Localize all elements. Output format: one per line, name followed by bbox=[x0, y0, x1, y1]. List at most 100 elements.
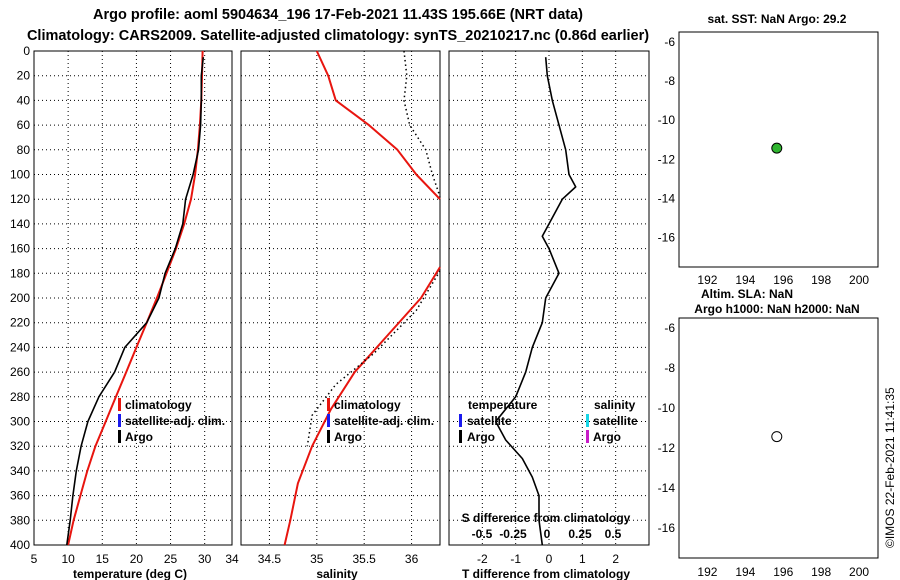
legend-swatch-climatology bbox=[118, 398, 121, 411]
map-y-tick-label: -16 bbox=[658, 521, 676, 535]
sla-map-title: Altim. SLA: NaN bbox=[701, 287, 793, 301]
map-y-tick-label: -16 bbox=[658, 231, 676, 245]
y-tick-label: 320 bbox=[10, 439, 30, 453]
series-layer bbox=[66, 50, 783, 546]
map-x-tick-label: 200 bbox=[849, 273, 869, 287]
x-tick-label: 20 bbox=[130, 552, 144, 566]
figure-subtitle: Climatology: CARS2009. Satellite-adjuste… bbox=[27, 28, 649, 44]
legend-swatch-t-satellite bbox=[459, 414, 462, 427]
map-x-tick-label: 198 bbox=[811, 273, 831, 287]
legend-swatch-argo bbox=[327, 430, 330, 443]
x-tick-label: -1 bbox=[510, 552, 521, 566]
secondary-tick-label: -0.25 bbox=[499, 527, 527, 541]
y-tick-label: 0 bbox=[23, 44, 30, 58]
salinity-xlabel: salinity bbox=[316, 567, 358, 580]
y-tick-label: 160 bbox=[10, 242, 30, 256]
map-x-tick-label: 198 bbox=[811, 565, 831, 579]
y-tick-label: 380 bbox=[10, 513, 30, 527]
map-y-tick-label: -12 bbox=[658, 152, 676, 166]
legend-swatch-s-satellite bbox=[586, 414, 589, 427]
y-tick-label: 280 bbox=[10, 390, 30, 404]
map-y-tick-label: -12 bbox=[658, 441, 676, 455]
legend-label-t-argo: Argo bbox=[467, 430, 495, 444]
legend-swatch-satellite bbox=[118, 414, 121, 427]
map-y-tick-label: -10 bbox=[658, 113, 676, 127]
y-tick-label: 220 bbox=[10, 316, 30, 330]
legend-label-argo: Argo bbox=[334, 430, 362, 444]
map-x-tick-label: 194 bbox=[735, 565, 755, 579]
salinity-legend: climatology satellite-adj. clim. Argo bbox=[327, 398, 434, 444]
legend-label-s-satellite: satellite bbox=[593, 414, 638, 428]
legend-title-temperature: temperature bbox=[468, 398, 538, 412]
map-x-tick-label: 200 bbox=[849, 565, 869, 579]
y-tick-label: 300 bbox=[10, 415, 30, 429]
temperature-legend: climatology satellite-adj. clim. Argo bbox=[118, 398, 225, 444]
legend-swatch-argo bbox=[118, 430, 121, 443]
legend-swatch-satellite bbox=[327, 414, 330, 427]
y-tick-label: 20 bbox=[17, 69, 31, 83]
sla-map-subtitle: Argo h1000: NaN h2000: NaN bbox=[694, 302, 859, 316]
difference-secondary-label: S difference from climatology bbox=[462, 511, 631, 525]
salinity-panel bbox=[240, 50, 441, 546]
x-tick-label: 10 bbox=[61, 552, 75, 566]
imos-stamp: ©IMOS 22-Feb-2021 11:41:35 bbox=[883, 387, 897, 548]
map-y-tick-label: -14 bbox=[658, 191, 676, 205]
x-tick-label: 34.5 bbox=[258, 552, 282, 566]
sst-map-title: sat. SST: NaN Argo: 29.2 bbox=[708, 12, 847, 26]
y-tick-label: 180 bbox=[10, 266, 30, 280]
temperature-xlabel: temperature (deg C) bbox=[73, 567, 187, 580]
x-tick-label: 0 bbox=[546, 552, 553, 566]
float-position-marker bbox=[771, 431, 783, 443]
x-tick-label: 34 bbox=[225, 552, 239, 566]
legend-label-s-argo: Argo bbox=[593, 430, 621, 444]
map-y-tick-label: -6 bbox=[664, 321, 675, 335]
difference-xlabel: T difference from climatology bbox=[462, 567, 630, 580]
y-tick-label: 120 bbox=[10, 192, 30, 206]
y-tick-label: 400 bbox=[10, 538, 30, 552]
legend-label-climatology: climatology bbox=[125, 398, 192, 412]
x-tick-label: 30 bbox=[198, 552, 212, 566]
series-line-climatology bbox=[283, 266, 441, 546]
x-tick-label: 15 bbox=[96, 552, 110, 566]
legend-swatch-s-argo bbox=[586, 430, 589, 443]
x-tick-label: 36 bbox=[405, 552, 419, 566]
y-tick-label: 60 bbox=[17, 118, 31, 132]
secondary-tick-label: 0.5 bbox=[605, 527, 622, 541]
secondary-tick-label: 0.25 bbox=[568, 527, 592, 541]
legend-label-climatology: climatology bbox=[334, 398, 401, 412]
float-position-marker bbox=[771, 142, 783, 154]
y-tick-label: 40 bbox=[17, 93, 31, 107]
y-tick-label: 100 bbox=[10, 168, 30, 182]
legend-title-salinity: salinity bbox=[594, 398, 636, 412]
y-tick-label: 340 bbox=[10, 464, 30, 478]
map-y-tick-label: -8 bbox=[664, 361, 675, 375]
legend-swatch-t-argo bbox=[459, 430, 462, 443]
map-y-tick-label: -14 bbox=[658, 481, 676, 495]
x-tick-label: 35.5 bbox=[353, 552, 377, 566]
series-line-satellite-adj-clim- bbox=[306, 270, 441, 447]
map-y-tick-label: -10 bbox=[658, 401, 676, 415]
legend-label-satellite: satellite-adj. clim. bbox=[125, 414, 225, 428]
grid-layer bbox=[34, 51, 649, 545]
map-y-tick-label: -8 bbox=[664, 74, 675, 88]
legend-label-satellite: satellite-adj. clim. bbox=[334, 414, 434, 428]
map-x-tick-label: 196 bbox=[773, 273, 793, 287]
x-tick-label: 35 bbox=[310, 552, 324, 566]
y-tick-label: 140 bbox=[10, 217, 30, 231]
map-x-tick-label: 194 bbox=[735, 273, 755, 287]
legend-label-argo: Argo bbox=[125, 430, 153, 444]
x-tick-label: 25 bbox=[164, 552, 178, 566]
figure-title: Argo profile: aoml 5904634_196 17-Feb-20… bbox=[93, 7, 583, 23]
x-tick-label: 1 bbox=[579, 552, 586, 566]
y-tick-label: 360 bbox=[10, 489, 30, 503]
legend-swatch-climatology bbox=[327, 398, 330, 411]
series-line-t-argo-clim bbox=[494, 57, 577, 546]
series-line-argo bbox=[66, 57, 205, 546]
difference-legend: temperature satellite Argo salinity sate… bbox=[459, 398, 638, 444]
x-tick-label: 5 bbox=[31, 552, 38, 566]
map-x-tick-label: 192 bbox=[697, 565, 717, 579]
y-tick-label: 260 bbox=[10, 365, 30, 379]
legend-label-t-satellite: satellite bbox=[467, 414, 512, 428]
map-x-tick-label: 196 bbox=[773, 565, 793, 579]
